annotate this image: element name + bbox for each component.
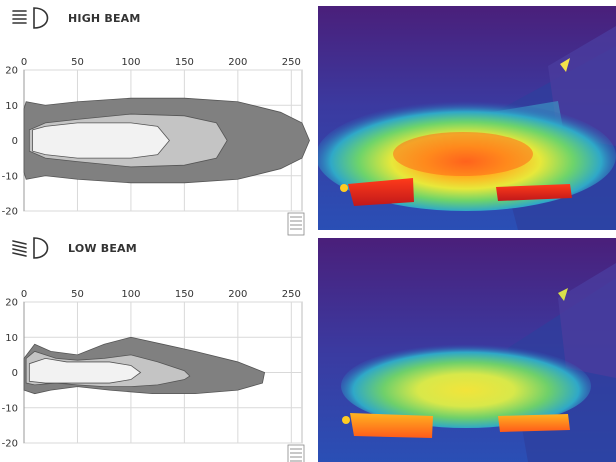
high-beam-legend-box xyxy=(288,213,304,235)
low-beam-xtick-50: 50 xyxy=(71,289,84,300)
high-beam-xtick-150: 150 xyxy=(175,57,194,68)
low-beam-xtick-200: 200 xyxy=(228,289,247,300)
low-beam-ytick-10: 10 xyxy=(5,333,18,344)
low-beam-thermal-image xyxy=(318,238,616,462)
high-beam-ytick-10: 10 xyxy=(5,101,18,112)
high-beam-xtick-100: 100 xyxy=(121,57,140,68)
low-beam-title: LOW BEAM xyxy=(68,242,137,255)
high-beam-xtick-50: 50 xyxy=(71,57,84,68)
high-beam-xtick-200: 200 xyxy=(228,57,247,68)
low-beam-ytick--20: -20 xyxy=(2,439,18,450)
high-beam-xtick-250: 250 xyxy=(282,57,301,68)
low-beam-header: LOW BEAM xyxy=(12,236,137,260)
low-beam-ytick--10: -10 xyxy=(2,403,18,414)
low-beam-xtick-150: 150 xyxy=(175,289,194,300)
low-beam-xtick-250: 250 xyxy=(282,289,301,300)
high-beam-header: HIGH BEAM xyxy=(12,6,141,30)
high-beam-ytick-20: 20 xyxy=(5,66,18,77)
high-beam-ytick--20: -20 xyxy=(2,207,18,218)
high-beam-ytick-0: 0 xyxy=(12,136,18,147)
low-beam-legend-box xyxy=(288,445,304,462)
low-beam-xtick-100: 100 xyxy=(121,289,140,300)
high-beam-icon xyxy=(12,6,58,30)
high-beam-thermal-image xyxy=(318,6,616,230)
high-beam-pattern-zone-3 xyxy=(33,123,170,158)
high-beam-ytick--10: -10 xyxy=(2,171,18,182)
low-beam-ytick-20: 20 xyxy=(5,298,18,309)
low-beam-ytick-0: 0 xyxy=(12,368,18,379)
low-beam-icon xyxy=(12,236,58,260)
high-beam-title: HIGH BEAM xyxy=(68,12,141,25)
low-beam-xtick-0: 0 xyxy=(21,289,27,300)
high-beam-xtick-0: 0 xyxy=(21,57,27,68)
